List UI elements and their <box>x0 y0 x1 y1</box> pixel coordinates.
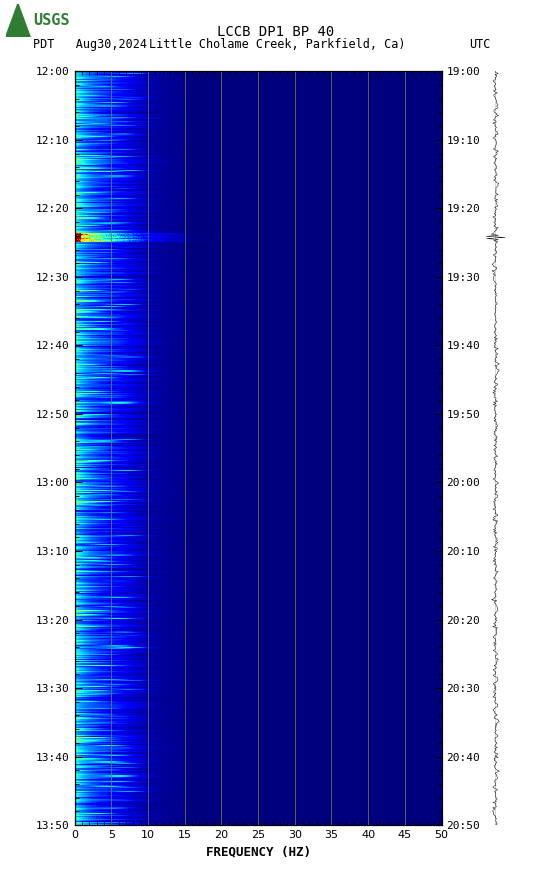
Text: UTC: UTC <box>469 38 491 52</box>
Text: USGS: USGS <box>33 13 70 28</box>
Text: PDT   Aug30,2024: PDT Aug30,2024 <box>33 38 147 52</box>
Polygon shape <box>6 4 30 37</box>
X-axis label: FREQUENCY (HZ): FREQUENCY (HZ) <box>205 846 311 858</box>
Text: LCCB DP1 BP 40: LCCB DP1 BP 40 <box>217 25 335 39</box>
Text: Little Cholame Creek, Parkfield, Ca): Little Cholame Creek, Parkfield, Ca) <box>149 38 406 52</box>
